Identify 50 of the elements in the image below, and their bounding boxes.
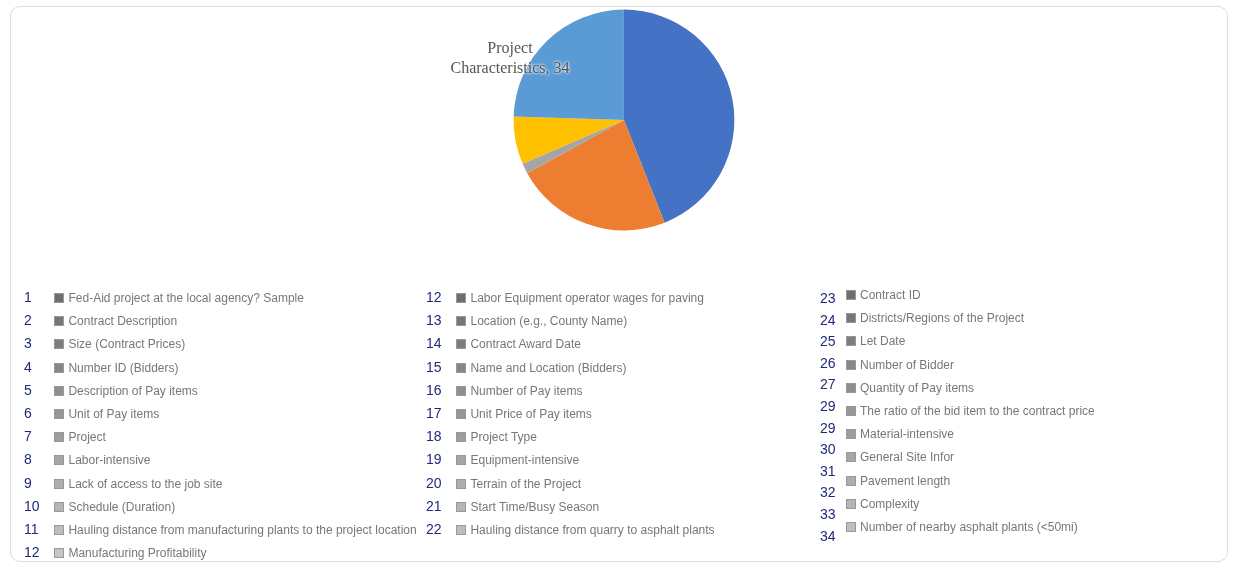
text: 31	[820, 462, 836, 479]
text: 26	[820, 354, 836, 371]
text: 14 Contract Award Date	[426, 335, 581, 352]
text: Number of nearby asphalt plants (<50mi)	[846, 520, 1078, 534]
text: 6 Unit of Pay items	[24, 405, 160, 421]
text: 2 Contract Description	[24, 312, 178, 329]
text: 20 Terrain of the Project	[426, 474, 582, 491]
text: 17 Unit Price of Pay items	[426, 405, 592, 421]
text: General Site Infor	[846, 450, 955, 465]
text: 12 Labor Equipment operator wages for paving	[426, 289, 704, 305]
text: 34	[820, 527, 836, 544]
text: Quantity of Pay items	[846, 380, 975, 395]
text: 15 Name and Location (Bidders)	[426, 358, 627, 375]
text: 1 Fed-Aid project at the local agency? Sample	[24, 289, 304, 305]
text: Number of Bidder	[846, 357, 955, 372]
text: 16 Number of Pay items	[426, 381, 583, 398]
text: 27	[820, 376, 836, 393]
pie-slice	[623, 9, 735, 223]
text: 9 Lack of access to the job site	[24, 474, 223, 491]
text: 32	[820, 484, 836, 501]
pie-slice	[513, 116, 624, 164]
text: Material-intensive	[846, 427, 955, 442]
text: 24	[820, 311, 836, 328]
text: 7 Project	[24, 428, 106, 445]
text: 29	[820, 419, 836, 436]
text: 19 Equipment-intensive	[426, 451, 580, 468]
text: 4 Number ID (Bidders)	[24, 358, 179, 375]
text: Districts/Regions of the Project	[846, 311, 1025, 326]
pie-slice	[522, 120, 624, 174]
text: 22 Hauling distance from quarry to asphalt plants	[426, 521, 715, 537]
text: 30	[820, 441, 836, 458]
text: 3 Size (Contract Prices)	[24, 335, 186, 352]
text: 21 Start Time/Busy Season	[426, 497, 600, 514]
text: 18 Project Type	[426, 428, 537, 445]
text: 25	[820, 333, 836, 350]
text: Pavement length	[846, 473, 951, 488]
text: Contract ID	[846, 288, 921, 302]
text: 8 Labor-intensive	[24, 451, 151, 468]
text: 5 Description of Pay items	[24, 381, 198, 398]
text: Let Date	[846, 334, 906, 349]
text: 29	[820, 398, 836, 414]
text: 23	[820, 290, 836, 306]
text: 13 Location (e.g., County Name)	[426, 312, 628, 329]
text: 33	[820, 506, 836, 522]
text: 12 Manufacturing Profitability	[24, 544, 207, 561]
pie-slice	[527, 120, 665, 231]
text: 11 Hauling distance from manufacturing plants to the project location	[24, 521, 417, 537]
text: 10 Schedule (Duration)	[24, 497, 176, 514]
text: The ratio of the bid item to the contract price	[846, 404, 1095, 418]
text: Complexity	[846, 496, 920, 511]
